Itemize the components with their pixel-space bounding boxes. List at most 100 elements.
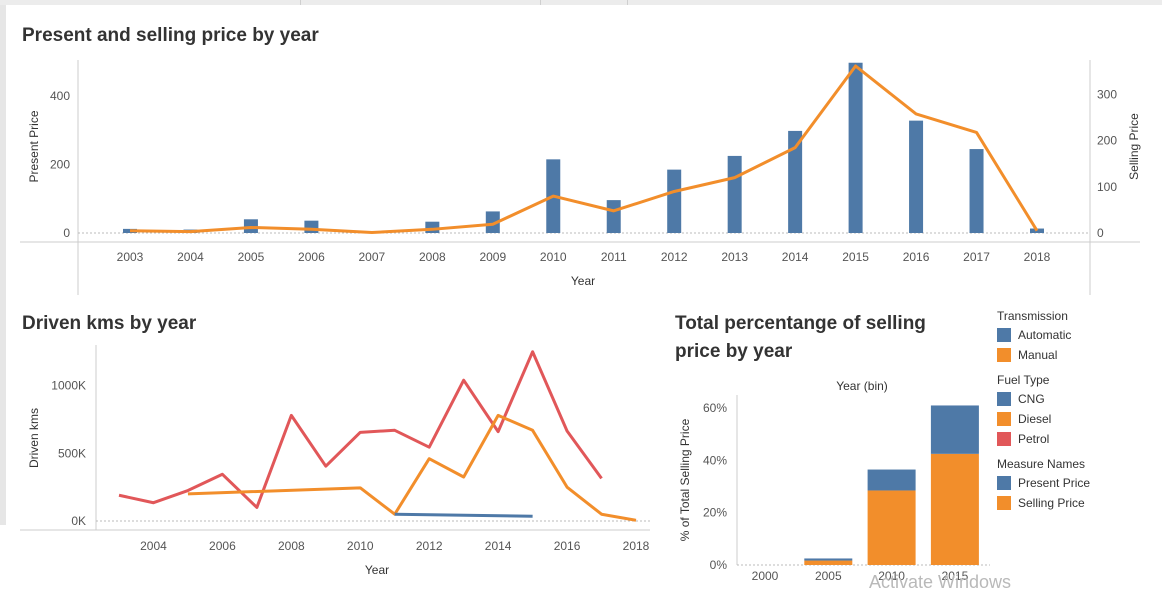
x-tick-label: 2018	[623, 539, 650, 553]
bar-present-price	[727, 155, 742, 233]
legend-label: Selling Price	[1018, 496, 1085, 510]
x-tick-label: 2015	[842, 250, 869, 264]
toolbar-divider	[627, 0, 628, 5]
y-tick-label: 1000K	[51, 379, 86, 393]
legend-section: Transmission Automatic Manual	[997, 307, 1157, 365]
x-tick-label: 2012	[416, 539, 443, 553]
toolbar-divider	[540, 0, 541, 5]
activation-watermark: Activate Windows	[869, 572, 1012, 592]
legend-swatch	[997, 328, 1011, 342]
legend-item[interactable]: Selling Price	[997, 493, 1157, 513]
y-axis-label: Driven kms	[27, 408, 41, 468]
y-axis-label: % of Total Selling Price	[678, 418, 692, 541]
bar-present-price	[485, 211, 500, 233]
x-tick-label: 2000	[752, 569, 779, 583]
line-series	[118, 350, 603, 509]
x-tick-label: 2008	[278, 539, 305, 553]
stacked-bar-segment	[804, 560, 853, 565]
x-tick-label: 2017	[963, 250, 990, 264]
legend-title: Measure Names	[997, 457, 1086, 471]
y-tick-label: 40%	[703, 453, 727, 467]
legend-swatch	[997, 476, 1011, 490]
x-tick-label: 2011	[601, 250, 627, 264]
top-toolbar-strip	[0, 0, 1162, 5]
x-tick-label: 2010	[540, 250, 567, 264]
x-tick-label: 2016	[554, 539, 581, 553]
x-tick-label: 2005	[815, 569, 842, 583]
line-series	[187, 413, 637, 522]
x-tick-label: 2003	[117, 250, 144, 264]
legend-title: Fuel Type	[997, 373, 1050, 387]
legend-section: Measure Names Present Price Selling Pric…	[997, 455, 1157, 513]
selling-percentage-chart: Year (bin) 0% 20% 40% 60% % of Total Selling …	[678, 379, 990, 583]
legend-swatch	[997, 412, 1011, 426]
x-tick-label: 2012	[661, 250, 688, 264]
x-tick-label: 2014	[485, 539, 512, 553]
legend-label: Automatic	[1018, 328, 1072, 342]
bar-present-price	[969, 149, 984, 233]
x-tick-label: 2013	[721, 250, 748, 264]
x-tick-label: 2004	[140, 539, 167, 553]
x-axis-label: Year (bin)	[836, 379, 888, 393]
legend-label: Present Price	[1018, 476, 1091, 490]
bar-present-price	[304, 220, 319, 233]
x-tick-label: 2010	[347, 539, 374, 553]
line-series	[394, 512, 533, 518]
x-tick-label: 2006	[209, 539, 236, 553]
y-tick-label: 20%	[703, 506, 727, 520]
x-tick-label: 2018	[1024, 250, 1051, 264]
legend-item[interactable]: Automatic	[997, 325, 1157, 345]
legend-item[interactable]: Petrol	[997, 429, 1157, 449]
stacked-bar-segment	[930, 405, 979, 454]
bar-present-price	[425, 221, 440, 233]
y2-axis-label: Selling Price	[1127, 113, 1141, 180]
bar-present-price	[606, 200, 621, 233]
x-tick-label: 2004	[177, 250, 204, 264]
legend-label: Petrol	[1018, 432, 1050, 446]
y-tick-label: 0%	[710, 558, 728, 572]
chart3-title: Total percentange of selling price by ye…	[675, 313, 926, 362]
legend-swatch	[997, 392, 1011, 406]
x-tick-label: 2015	[942, 569, 969, 583]
x-tick-label: 2016	[903, 250, 930, 264]
stacked-bar-segment	[867, 469, 916, 491]
legend-swatch	[997, 432, 1011, 446]
bar-present-price	[909, 120, 924, 233]
stacked-bar-segment	[804, 558, 853, 561]
legend-label: Diesel	[1018, 412, 1052, 426]
x-tick-label: 2008	[419, 250, 446, 264]
legend-label: Manual	[1018, 348, 1058, 362]
legend-item[interactable]: Present Price	[997, 473, 1157, 493]
legend-panel: Transmission Automatic Manual Fuel Type …	[997, 305, 1157, 513]
stacked-bar-segment	[867, 490, 916, 565]
y2-tick-label: 300	[1097, 88, 1117, 102]
x-tick-label: 2007	[359, 250, 386, 264]
driven-kms-chart: 0K 500K 1000K Driven kms 2004 2006 2008 2010 201…	[20, 345, 650, 577]
x-tick-label: 2009	[479, 250, 506, 264]
legend-item[interactable]: Diesel	[997, 409, 1157, 429]
y2-tick-label: 0	[1097, 226, 1104, 240]
x-axis-label: Year	[571, 274, 595, 288]
stacked-bar-segment	[930, 453, 979, 565]
bar-present-price	[667, 169, 682, 233]
legend-item[interactable]: CNG	[997, 389, 1157, 409]
legend-item[interactable]: Manual	[997, 345, 1157, 365]
bar-present-price	[1030, 228, 1044, 233]
legend-swatch	[997, 348, 1011, 362]
bar-present-price	[788, 130, 803, 233]
bar-present-price	[848, 62, 863, 233]
chart2-title: Driven kms by year	[22, 313, 197, 334]
y-tick-label: 0K	[71, 514, 86, 528]
y-tick-label: 400	[50, 89, 70, 103]
y-tick-label: 60%	[703, 401, 727, 415]
left-edge-panel	[0, 5, 6, 525]
y2-tick-label: 200	[1097, 134, 1117, 148]
legend-label: CNG	[1018, 392, 1045, 406]
y2-tick-label: 100	[1097, 180, 1117, 194]
x-tick-label: 2010	[878, 569, 905, 583]
y-tick-label: 500K	[58, 446, 86, 460]
x-tick-label: 2006	[298, 250, 325, 264]
x-axis-label: Year	[365, 563, 389, 577]
legend-section: Fuel Type CNG Diesel Petrol	[997, 371, 1157, 449]
legend-title: Transmission	[997, 309, 1068, 323]
